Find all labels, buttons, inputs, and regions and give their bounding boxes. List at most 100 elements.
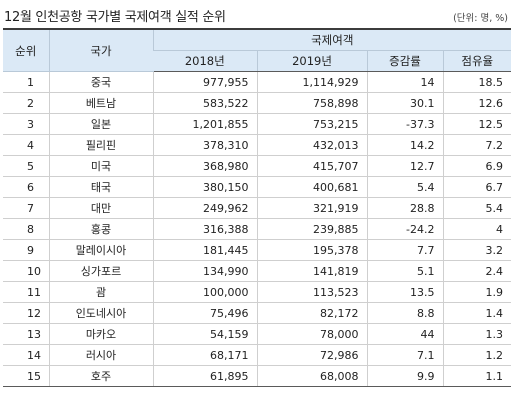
cell-country: 호주 [48,365,153,387]
cell-rate: 30.1 [366,92,443,114]
ranking-table: 순위 국가 국제여객 2018년 2019년 증감률 점유율 1 중국 977,95… [3,28,512,387]
table-row: 8 홍콩 316,388 239,885 -24.2 4 [3,218,512,240]
header-share: 점유율 [442,50,512,72]
cell-country: 일본 [48,113,153,135]
table-row: 2 베트남 583,522 758,898 30.1 12.6 [3,92,512,114]
cell-country: 말레이시아 [48,239,153,261]
cell-2019: 72,986 [256,344,367,366]
cell-2018: 249,962 [152,197,257,219]
cell-rate: 12.7 [366,155,443,177]
cell-2019: 432,013 [256,134,367,156]
cell-2018: 75,496 [152,302,257,324]
table-row: 11 괌 100,000 113,523 13.5 1.9 [3,281,512,303]
cell-2018: 368,980 [152,155,257,177]
unit-label: (단위: 명, %) [453,13,508,24]
cell-2018: 181,445 [152,239,257,261]
cell-rank: 4 [3,134,49,156]
cell-country: 베트남 [48,92,153,114]
cell-2019: 753,215 [256,113,367,135]
cell-2019: 68,008 [256,365,367,387]
cell-rank: 12 [3,302,49,324]
table-row: 1 중국 977,955 1,114,929 14 18.5 [3,71,512,93]
cell-rank: 1 [3,71,49,93]
cell-rank: 13 [3,323,49,345]
cell-2018: 378,310 [152,134,257,156]
cell-share: 1.2 [442,344,512,366]
header-group-passengers: 국제여객 [152,28,512,51]
cell-share: 3.2 [442,239,512,261]
cell-2018: 68,171 [152,344,257,366]
cell-2018: 54,159 [152,323,257,345]
cell-rate: 8.8 [366,302,443,324]
cell-country: 대만 [48,197,153,219]
table-row: 5 미국 368,980 415,707 12.7 6.9 [3,155,512,177]
cell-share: 4 [442,218,512,240]
cell-country: 괌 [48,281,153,303]
cell-rate: -37.3 [366,113,443,135]
cell-rank: 6 [3,176,49,198]
cell-rate: 44 [366,323,443,345]
cell-rank: 15 [3,365,49,387]
cell-2018: 316,388 [152,218,257,240]
table-row: 10 싱가포르 134,990 141,819 5.1 2.4 [3,260,512,282]
cell-share: 7.2 [442,134,512,156]
cell-share: 12.6 [442,92,512,114]
cell-2018: 583,522 [152,92,257,114]
cell-2018: 100,000 [152,281,257,303]
cell-rank: 11 [3,281,49,303]
table-row: 12 인도네시아 75,496 82,172 8.8 1.4 [3,302,512,324]
cell-2019: 78,000 [256,323,367,345]
cell-2019: 195,378 [256,239,367,261]
table-header: 순위 국가 국제여객 2018년 2019년 증감률 점유율 [3,28,512,72]
table-body: 1 중국 977,955 1,114,929 14 18.5 2 베트남 583,522 758,… [3,71,512,387]
cell-country: 미국 [48,155,153,177]
cell-share: 6.9 [442,155,512,177]
cell-rank: 7 [3,197,49,219]
table-row: 9 말레이시아 181,445 195,378 7.7 3.2 [3,239,512,261]
header-rate: 증감률 [366,50,443,72]
cell-share: 6.7 [442,176,512,198]
header-rank: 순위 [3,28,49,72]
cell-rank: 8 [3,218,49,240]
cell-rate: 13.5 [366,281,443,303]
table-row: 7 대만 249,962 321,919 28.8 5.4 [3,197,512,219]
cell-country: 중국 [48,71,153,93]
cell-rate: 7.7 [366,239,443,261]
cell-rank: 3 [3,113,49,135]
cell-share: 18.5 [442,71,512,93]
cell-country: 태국 [48,176,153,198]
header-country: 국가 [48,28,153,72]
cell-rank: 9 [3,239,49,261]
page-title: 12월 인천공항 국가별 국제여객 실적 순위 [4,10,226,25]
cell-2018: 61,895 [152,365,257,387]
table-row: 14 러시아 68,171 72,986 7.1 1.2 [3,344,512,366]
cell-rank: 10 [3,260,49,282]
cell-rate: 14 [366,71,443,93]
cell-share: 5.4 [442,197,512,219]
cell-share: 1.9 [442,281,512,303]
cell-2018: 977,955 [152,71,257,93]
cell-rank: 5 [3,155,49,177]
cell-rate: 9.9 [366,365,443,387]
cell-2018: 134,990 [152,260,257,282]
cell-2019: 321,919 [256,197,367,219]
cell-share: 1.1 [442,365,512,387]
cell-country: 홍콩 [48,218,153,240]
cell-rank: 14 [3,344,49,366]
cell-2019: 415,707 [256,155,367,177]
cell-country: 인도네시아 [48,302,153,324]
cell-country: 마카오 [48,323,153,345]
cell-2019: 113,523 [256,281,367,303]
cell-2018: 1,201,855 [152,113,257,135]
cell-country: 필리핀 [48,134,153,156]
table-row: 4 필리핀 378,310 432,013 14.2 7.2 [3,134,512,156]
header-2018: 2018년 [153,50,257,72]
cell-2019: 758,898 [256,92,367,114]
cell-2018: 380,150 [152,176,257,198]
cell-2019: 141,819 [256,260,367,282]
cell-2019: 400,681 [256,176,367,198]
cell-rate: 7.1 [366,344,443,366]
cell-rate: 14.2 [366,134,443,156]
cell-rank: 2 [3,92,49,114]
header-2019: 2019년 [256,50,367,72]
